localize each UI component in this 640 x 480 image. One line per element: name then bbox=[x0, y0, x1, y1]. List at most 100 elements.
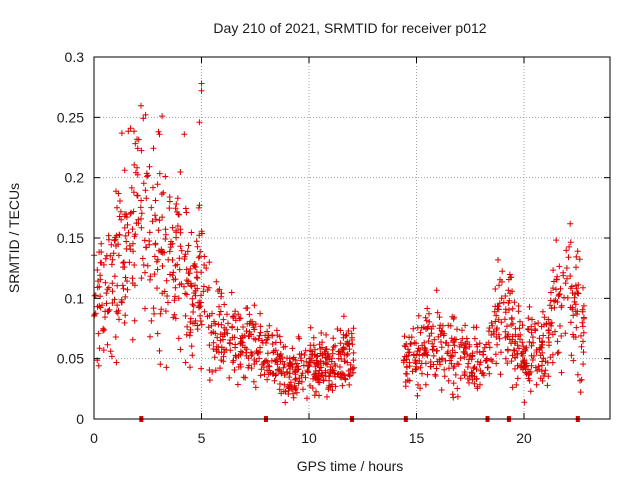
data-point bbox=[341, 351, 348, 358]
data-point bbox=[303, 358, 310, 365]
data-point bbox=[192, 282, 198, 289]
data-point bbox=[580, 361, 587, 368]
data-point bbox=[263, 357, 270, 364]
data-point bbox=[324, 361, 331, 368]
data-point bbox=[319, 344, 325, 351]
data-point bbox=[108, 353, 115, 360]
data-point bbox=[282, 343, 289, 350]
data-point bbox=[512, 338, 519, 345]
data-point bbox=[452, 371, 459, 378]
data-point bbox=[102, 279, 109, 286]
data-point bbox=[285, 363, 292, 370]
data-point bbox=[183, 209, 190, 216]
data-point bbox=[315, 361, 322, 368]
data-point bbox=[545, 316, 552, 323]
data-point bbox=[138, 215, 144, 222]
data-point bbox=[318, 372, 324, 379]
data-point bbox=[272, 347, 279, 354]
data-point bbox=[574, 371, 581, 378]
data-point bbox=[284, 355, 290, 362]
data-point bbox=[193, 274, 200, 281]
data-point bbox=[277, 352, 283, 359]
data-point bbox=[258, 366, 265, 373]
data-point bbox=[528, 329, 535, 336]
data-point bbox=[332, 383, 339, 390]
data-point bbox=[579, 319, 586, 326]
data-point bbox=[184, 280, 191, 287]
data-point bbox=[120, 260, 127, 266]
data-point bbox=[273, 356, 280, 363]
data-point bbox=[498, 295, 505, 302]
data-point bbox=[113, 359, 120, 366]
data-point bbox=[126, 259, 133, 266]
data-point bbox=[142, 269, 148, 276]
y-tick-label: 0.3 bbox=[65, 49, 85, 65]
data-point bbox=[176, 266, 183, 273]
data-point bbox=[215, 321, 222, 328]
data-point bbox=[197, 312, 204, 319]
data-point bbox=[141, 237, 148, 244]
data-point bbox=[530, 339, 537, 346]
data-point bbox=[251, 361, 258, 367]
data-point bbox=[506, 271, 513, 278]
data-point bbox=[302, 374, 309, 381]
data-point bbox=[143, 244, 150, 251]
data-point bbox=[416, 357, 423, 364]
data-point bbox=[225, 320, 231, 327]
data-point bbox=[278, 390, 285, 397]
data-point bbox=[264, 367, 271, 374]
data-point bbox=[517, 318, 523, 325]
data-point bbox=[290, 390, 297, 397]
data-point bbox=[238, 338, 245, 345]
data-point bbox=[529, 316, 535, 323]
data-point bbox=[183, 277, 190, 284]
data-point bbox=[246, 311, 253, 318]
data-point bbox=[486, 370, 493, 377]
data-point bbox=[342, 375, 348, 382]
data-point bbox=[459, 327, 465, 334]
data-point bbox=[154, 256, 161, 263]
data-point bbox=[111, 237, 118, 244]
data-point bbox=[121, 167, 128, 174]
data-point bbox=[307, 342, 314, 349]
data-point bbox=[114, 282, 121, 289]
data-point bbox=[502, 334, 509, 341]
data-point bbox=[350, 369, 357, 376]
data-point bbox=[294, 360, 300, 367]
data-point bbox=[546, 330, 553, 336]
data-point bbox=[113, 188, 119, 195]
data-point bbox=[242, 374, 249, 381]
data-point bbox=[572, 301, 579, 308]
data-point bbox=[91, 292, 98, 299]
data-point bbox=[108, 241, 115, 248]
data-point bbox=[345, 328, 352, 334]
data-point bbox=[577, 377, 583, 384]
data-point bbox=[226, 374, 233, 381]
data-point bbox=[509, 305, 516, 312]
data-point bbox=[430, 343, 437, 350]
data-point bbox=[539, 358, 546, 365]
data-point bbox=[163, 364, 170, 371]
data-point bbox=[508, 314, 515, 321]
data-point bbox=[298, 378, 305, 385]
data-point bbox=[313, 388, 320, 395]
data-point bbox=[299, 370, 306, 377]
data-point bbox=[176, 281, 183, 288]
data-point bbox=[506, 306, 512, 313]
data-point bbox=[458, 341, 465, 348]
data-point bbox=[412, 366, 419, 373]
data-point bbox=[240, 334, 246, 341]
data-point bbox=[117, 198, 123, 204]
data-point bbox=[413, 365, 420, 372]
data-point bbox=[322, 369, 329, 376]
data-point bbox=[545, 334, 552, 341]
data-point bbox=[196, 119, 203, 126]
y-tick-label: 0.2 bbox=[65, 170, 85, 186]
data-point bbox=[414, 392, 421, 399]
data-point bbox=[114, 302, 121, 309]
data-point bbox=[558, 302, 565, 309]
data-point bbox=[454, 393, 461, 400]
data-point bbox=[580, 302, 587, 309]
data-point bbox=[197, 248, 204, 255]
data-point bbox=[568, 283, 575, 290]
